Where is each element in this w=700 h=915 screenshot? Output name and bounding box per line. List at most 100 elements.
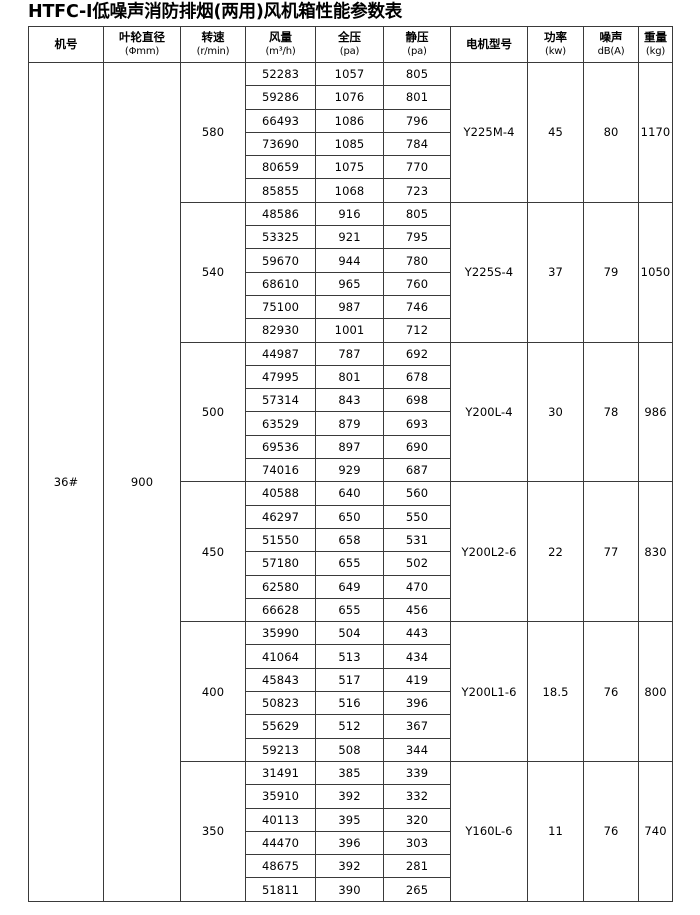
cell-total-pressure: 1085: [315, 131, 384, 157]
cell-air-flow: 59286: [245, 85, 316, 110]
cell-total-pressure: 1057: [315, 61, 384, 87]
cell-air-flow: 59213: [245, 737, 316, 762]
column-header-unit: (pa): [339, 45, 360, 57]
cell-impeller-diameter: 900: [103, 62, 181, 902]
table-row: 500 44987 787 692 Y200L-4 30 78 986: [29, 341, 673, 483]
column-header-power: 功率 (kw): [527, 26, 584, 63]
column-header-machine-no: 机号: [28, 26, 104, 63]
cell-total-pressure: 513: [315, 644, 384, 669]
cell-static-pressure: 332: [383, 784, 451, 809]
table-row: 73690 1085 784: [29, 131, 673, 157]
cell-total-pressure: 517: [315, 667, 384, 693]
cell-total-pressure: 390: [315, 877, 384, 902]
column-header-static-pressure: 静压 (pa): [383, 26, 451, 63]
cell-noise: 76: [583, 760, 639, 902]
spec-table-container: 机号 叶轮直径 (Φmm) 转速 (r/min) 风量 (m³/h) 全压 (pa) 静压 (pa)…: [28, 26, 673, 902]
table-row: 35910 392 332: [29, 784, 673, 809]
table-row: 44470 396 303: [29, 830, 673, 856]
cell-static-pressure: 770: [383, 155, 451, 180]
table-row: 63529 879 693: [29, 411, 673, 436]
cell-total-pressure: 512: [315, 714, 384, 739]
cell-rotation-speed: 500: [180, 341, 246, 483]
table-row: 80659 1075 770: [29, 155, 673, 180]
cell-rotation-speed: 400: [180, 621, 246, 762]
cell-total-pressure: 655: [315, 551, 384, 576]
cell-total-pressure: 504: [315, 621, 384, 646]
cell-air-flow: 82930: [245, 318, 316, 343]
cell-static-pressure: 780: [383, 248, 451, 273]
cell-air-flow: 62580: [245, 574, 316, 599]
cell-air-flow: 40588: [245, 481, 316, 506]
table-row: 51811 390 265: [29, 877, 673, 902]
cell-total-pressure: 516: [315, 691, 384, 716]
cell-static-pressure: 678: [383, 364, 451, 390]
cell-noise: 80: [583, 62, 639, 203]
cell-weight: 1170: [638, 62, 673, 203]
cell-power: 22: [527, 481, 584, 623]
table-row: 59286 1076 801: [29, 85, 673, 110]
column-header-unit: (pa): [407, 45, 427, 57]
cell-static-pressure: 693: [383, 411, 451, 436]
column-header-weight: 重量 (kg): [638, 26, 673, 63]
cell-total-pressure: 655: [315, 597, 384, 623]
cell-total-pressure: 965: [315, 271, 384, 296]
cell-noise: 79: [583, 201, 639, 343]
cell-total-pressure: 1075: [315, 155, 384, 180]
table-row: 51550 658 531: [29, 527, 673, 553]
table-row: 36# 900 580 52283 1057 805 Y225M-4 45 80 1170: [28, 61, 673, 902]
cell-air-flow: 68610: [245, 271, 316, 296]
table-row: 400 35990 504 443 Y200L1-6 18.5 76 800: [29, 621, 673, 762]
cell-air-flow: 50823: [245, 691, 316, 716]
cell-motor-model: Y200L-4: [450, 341, 528, 483]
cell-total-pressure: 1068: [315, 178, 384, 203]
column-header-unit: dB(A): [597, 45, 625, 57]
cell-static-pressure: 265: [383, 877, 451, 902]
cell-air-flow: 47995: [245, 364, 316, 390]
cell-air-flow: 63529: [245, 411, 316, 436]
column-header-unit: (r/min): [196, 45, 230, 57]
cell-total-pressure: 787: [315, 341, 384, 366]
column-header-label: 转速: [201, 30, 225, 44]
cell-weight: 830: [638, 481, 673, 623]
table-row: 40113 395 320: [29, 807, 673, 832]
cell-static-pressure: 456: [383, 597, 451, 623]
cell-motor-model: Y225M-4: [450, 62, 528, 203]
cell-air-flow: 40113: [245, 807, 316, 832]
table-row: 62580 649 470: [29, 574, 673, 599]
cell-air-flow: 44987: [245, 341, 316, 366]
table-row: 48675 392 281: [29, 854, 673, 879]
cell-total-pressure: 987: [315, 294, 384, 320]
cell-total-pressure: 649: [315, 574, 384, 599]
cell-static-pressure: 801: [383, 85, 451, 110]
table-row: 46297 650 550: [29, 504, 673, 529]
column-header-label: 叶轮直径: [119, 30, 165, 44]
column-header-unit: (kw): [545, 45, 566, 57]
column-header-label: 静压: [405, 30, 429, 44]
cell-rotation-speed: 580: [180, 62, 246, 203]
cell-air-flow: 66628: [245, 597, 316, 623]
cell-static-pressure: 690: [383, 434, 451, 460]
cell-air-flow: 52283: [245, 61, 316, 87]
cell-air-flow: 73690: [245, 131, 316, 157]
cell-weight: 740: [638, 760, 673, 902]
cell-power: 30: [527, 341, 584, 483]
cell-machine-no: 36#: [28, 62, 104, 902]
cell-power: 18.5: [527, 621, 584, 762]
cell-air-flow: 75100: [245, 294, 316, 320]
cell-total-pressure: 640: [315, 481, 384, 506]
cell-total-pressure: 879: [315, 411, 384, 436]
column-header-unit: (m³/h): [265, 45, 296, 57]
cell-air-flow: 44470: [245, 830, 316, 856]
cell-air-flow: 59670: [245, 248, 316, 273]
column-header-label: 风量: [269, 30, 292, 44]
table-row: 45843 517 419: [29, 667, 673, 693]
cell-static-pressure: 805: [383, 61, 451, 87]
cell-power: 37: [527, 201, 584, 343]
cell-total-pressure: 801: [315, 364, 384, 390]
fan-performance-table: 机号 叶轮直径 (Φmm) 转速 (r/min) 风量 (m³/h) 全压 (pa) 静压 (pa)…: [28, 26, 673, 902]
cell-air-flow: 80659: [245, 155, 316, 180]
cell-rotation-speed: 350: [180, 760, 246, 902]
cell-air-flow: 85855: [245, 178, 316, 203]
cell-air-flow: 31491: [245, 760, 316, 786]
cell-static-pressure: 396: [383, 691, 451, 716]
